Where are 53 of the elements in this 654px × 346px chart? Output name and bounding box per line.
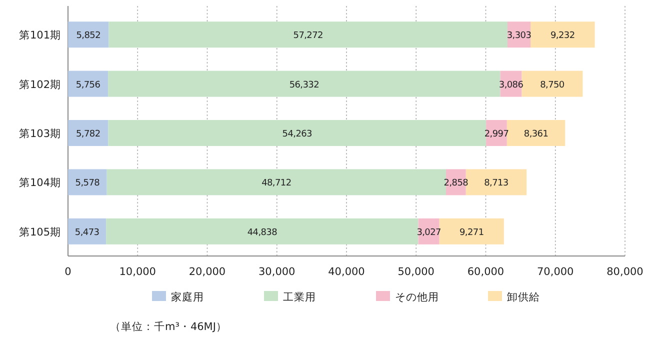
x-tick-label: 10,000	[119, 266, 156, 278]
x-tick-label: 60,000	[467, 266, 504, 278]
data-label: 3,086	[498, 80, 524, 90]
data-label: 48,712	[262, 178, 292, 189]
data-label: 2,858	[444, 178, 469, 189]
bar	[68, 70, 108, 97]
bar	[439, 218, 504, 244]
bar	[68, 120, 108, 146]
bar	[530, 22, 595, 48]
x-tick-label: 70,000	[537, 266, 574, 278]
bar	[522, 70, 583, 97]
data-label: 5,756	[76, 80, 101, 90]
y-tick-label: 第105期	[18, 226, 61, 238]
bar	[108, 70, 500, 97]
legend-label: 家庭用	[171, 290, 204, 304]
bar	[506, 120, 566, 146]
bar	[68, 169, 107, 196]
data-label: 5,578	[75, 178, 100, 189]
y-tick-label: 第103期	[18, 128, 61, 140]
data-label: 54,263	[282, 130, 312, 140]
data-label: 8,361	[524, 130, 548, 140]
data-label: 57,272	[293, 31, 323, 42]
y-tick-label: 第101期	[18, 30, 61, 42]
bar	[108, 22, 508, 48]
data-label: 3,027	[416, 228, 441, 238]
x-tick-label: 40,000	[328, 266, 365, 278]
legend-label: 卸供給	[507, 292, 540, 304]
x-tick-label: 20,000	[188, 266, 226, 278]
data-label: 56,332	[289, 80, 320, 90]
text: （単位：千m³・46MJ）	[110, 320, 227, 333]
data-label: 5,473	[74, 228, 100, 238]
x-tick-label: 50,000	[398, 266, 434, 278]
data-label: 3,303	[506, 31, 532, 42]
legend-label: 工業用	[283, 292, 316, 304]
x-tick-label: 80,000	[606, 266, 644, 278]
data-label: 44,838	[247, 228, 278, 238]
data-label: 5,782	[76, 130, 100, 140]
y-tick-label: 第104期	[18, 177, 61, 190]
bar	[106, 169, 446, 196]
bar	[108, 120, 486, 146]
data-label: 9,232	[550, 31, 575, 42]
bar	[68, 22, 109, 48]
y-tick-label: 第102期	[18, 78, 61, 91]
data-label: 9,271	[460, 228, 484, 238]
x-tick-label: 30,000	[258, 266, 296, 278]
data-label: 8,750	[540, 80, 565, 90]
bar	[106, 218, 418, 244]
data-label: 8,713	[484, 178, 508, 189]
data-label: 2,997	[484, 130, 509, 140]
bar	[68, 218, 106, 244]
legend-label: その他用	[395, 292, 439, 304]
x-tick-label: 0	[64, 266, 72, 278]
data-label: 5,852	[76, 31, 101, 42]
